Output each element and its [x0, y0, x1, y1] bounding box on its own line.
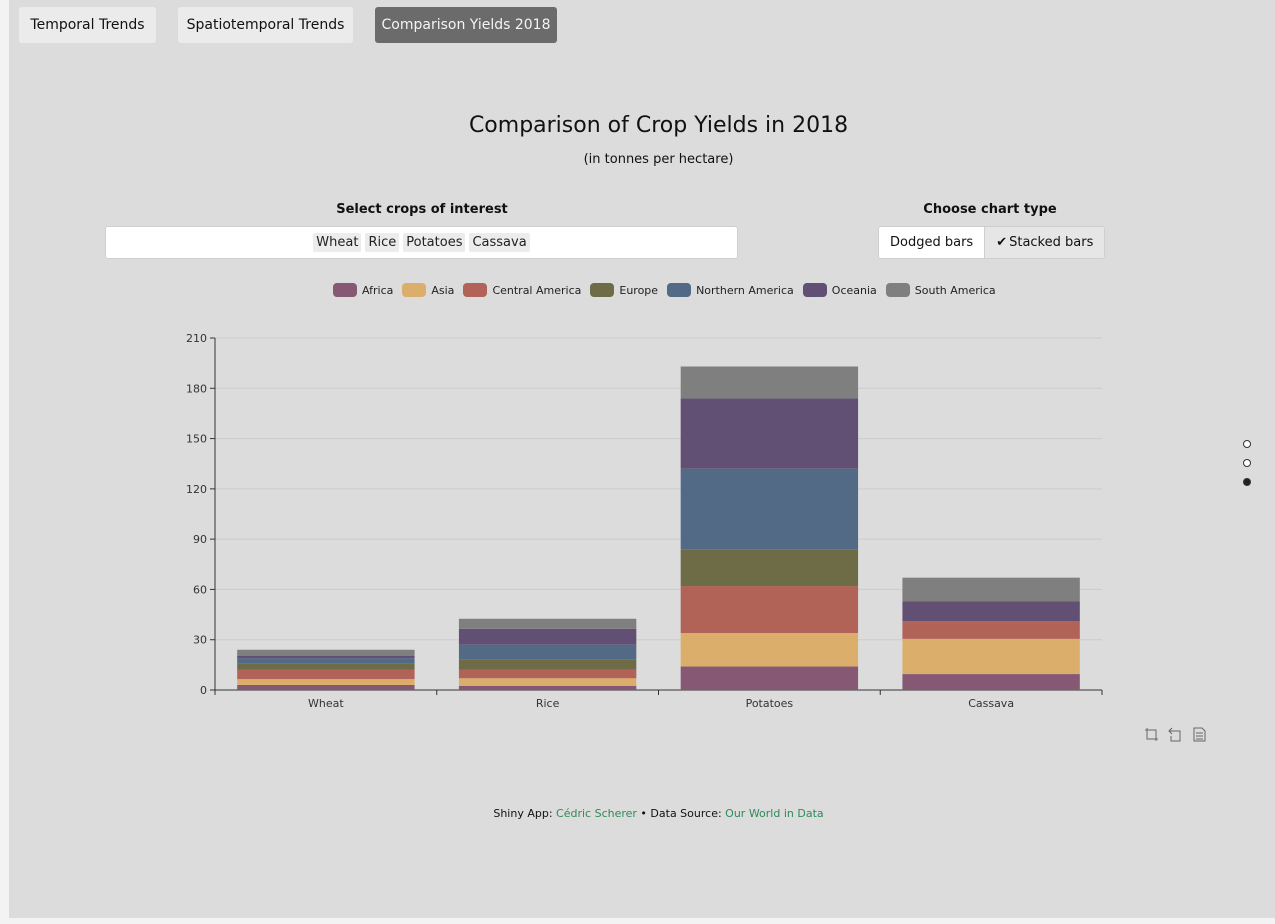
- bar-segment: [458, 659, 637, 670]
- legend-item-europe[interactable]: Europe: [590, 283, 658, 297]
- crop-selector-label: Select crops of interest: [336, 202, 508, 217]
- legend-label: Africa: [362, 283, 394, 297]
- bar-segment: [902, 674, 1080, 690]
- bar-segment: [458, 685, 637, 690]
- crop-chip-potatoes[interactable]: Potatoes: [403, 233, 466, 252]
- bar-segment: [237, 684, 415, 690]
- bar-segment: [680, 633, 859, 667]
- bar-segment: [902, 577, 1080, 602]
- crop-chip-wheat[interactable]: Wheat: [313, 233, 362, 252]
- legend-swatch: [885, 283, 910, 297]
- bar-segment: [237, 655, 415, 659]
- legend-item-central-america[interactable]: Central America: [463, 283, 581, 297]
- legend-swatch: [590, 283, 615, 297]
- y-tick-label: 180: [186, 382, 207, 395]
- bar-segment: [680, 366, 859, 399]
- legend-swatch: [667, 283, 692, 297]
- x-tick-label: Wheat: [308, 697, 344, 710]
- legend-item-northern-america[interactable]: Northern America: [667, 283, 794, 297]
- legend-item-asia[interactable]: Asia: [402, 283, 454, 297]
- y-tick-label: 0: [200, 684, 207, 697]
- bar-segment: [458, 628, 637, 645]
- footer-prefix: Shiny App:: [493, 807, 557, 820]
- legend-label: Northern America: [696, 283, 794, 297]
- y-tick-label: 210: [186, 332, 207, 345]
- bar-segment: [237, 658, 415, 664]
- legend-label: Oceania: [831, 283, 877, 297]
- page-subtitle: (in tonnes per hectare): [583, 152, 734, 167]
- zoom-icon[interactable]: [1144, 727, 1159, 742]
- tab-spatiotemporal-trends[interactable]: Spatiotemporal Trends: [178, 7, 353, 43]
- y-tick-label: 30: [193, 634, 207, 647]
- bar-segment: [902, 621, 1080, 639]
- stacked-bars-button[interactable]: ✔ Stacked bars: [984, 227, 1105, 258]
- chart-type-toggle: Dodged bars ✔ Stacked bars: [878, 226, 1106, 259]
- data-view-icon[interactable]: [1192, 727, 1207, 742]
- zoom-reset-icon[interactable]: [1168, 727, 1183, 742]
- bar-segment: [902, 601, 1080, 622]
- tab-comparison-yields-2018[interactable]: Comparison Yields 2018: [375, 7, 557, 43]
- bottom-edge: [0, 918, 1275, 924]
- y-tick-label: 120: [186, 483, 207, 496]
- legend-label: Central America: [492, 283, 582, 297]
- page-dot-3[interactable]: [1243, 478, 1251, 486]
- bar-segment: [680, 398, 859, 469]
- bar-segment: [458, 618, 637, 629]
- dodged-bars-button[interactable]: Dodged bars: [879, 227, 985, 258]
- legend-label: Asia: [431, 283, 455, 297]
- legend-item-south-america[interactable]: South America: [885, 283, 996, 297]
- footer: Shiny App: Cédric Scherer • Data Source:…: [0, 807, 1275, 820]
- check-icon: ✔: [996, 235, 1008, 250]
- crop-chip-rice[interactable]: Rice: [365, 233, 400, 252]
- legend-swatch: [333, 283, 357, 297]
- stacked-bars-label: Stacked bars: [1009, 235, 1094, 250]
- bar-segment: [237, 663, 415, 670]
- page-dot-2[interactable]: [1243, 459, 1251, 467]
- tab-temporal-trends[interactable]: Temporal Trends: [19, 7, 156, 43]
- chart-legend: Africa Asia Central America Europe North…: [333, 283, 1005, 297]
- legend-label: South America: [914, 283, 996, 297]
- x-tick-label: Potatoes: [746, 697, 794, 710]
- legend-swatch: [402, 283, 427, 297]
- legend-swatch: [463, 283, 488, 297]
- source-link[interactable]: Our World in Data: [725, 807, 824, 820]
- chart-type-label: Choose chart type: [923, 202, 1057, 217]
- bar-segment: [237, 669, 415, 680]
- bar-segment: [458, 644, 637, 660]
- y-tick-label: 60: [193, 583, 207, 596]
- bar-segment: [458, 678, 637, 686]
- author-link[interactable]: Cédric Scherer: [556, 807, 637, 820]
- legend-swatch: [802, 283, 827, 297]
- page-title: Comparison of Crop Yields in 2018: [468, 113, 849, 138]
- bar-segment: [237, 649, 415, 656]
- legend-item-africa[interactable]: Africa: [333, 283, 393, 297]
- chart-toolbox: [1144, 727, 1207, 742]
- bar-segment: [902, 638, 1080, 675]
- page-dot-1[interactable]: [1243, 440, 1251, 448]
- bar-segment: [680, 666, 859, 690]
- y-tick-label: 90: [193, 533, 207, 546]
- crop-selector-input[interactable]: Wheat Rice Potatoes Cassava: [105, 226, 738, 259]
- left-edge: [0, 0, 9, 924]
- crop-chip-cassava[interactable]: Cassava: [469, 233, 530, 252]
- bar-segment: [680, 468, 859, 550]
- bar-segment: [680, 586, 859, 634]
- x-tick-label: Rice: [536, 697, 560, 710]
- x-tick-label: Cassava: [968, 697, 1014, 710]
- legend-label: Europe: [619, 283, 659, 297]
- bar-segment: [680, 549, 859, 587]
- bar-segment: [237, 679, 415, 685]
- y-tick-label: 150: [186, 433, 207, 446]
- legend-item-oceania[interactable]: Oceania: [802, 283, 877, 297]
- footer-separator: • Data Source:: [636, 807, 726, 820]
- bar-segment: [458, 669, 637, 679]
- page-dots: [1243, 440, 1251, 497]
